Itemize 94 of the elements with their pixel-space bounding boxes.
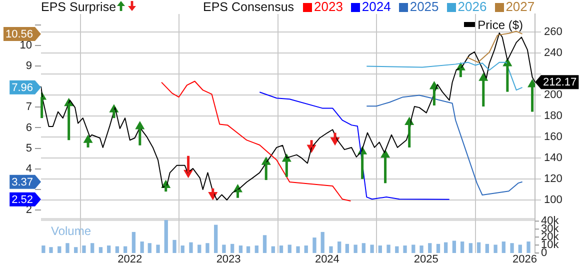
legend-label: 2025 (410, 0, 439, 14)
x-tick-label: 2026 (512, 254, 537, 264)
legend-label: 2023 (314, 0, 343, 14)
bar (140, 242, 144, 253)
y-tick-label: 4 (26, 162, 32, 175)
x-tick-label: 2025 (414, 254, 438, 264)
bar (476, 242, 481, 253)
y-tick-label: 9 (26, 60, 32, 72)
y-tick-label: 10 (20, 40, 32, 52)
annotation: EPS Surprise (41, 0, 118, 14)
bar (180, 246, 184, 253)
bar (494, 244, 498, 253)
bar (271, 246, 275, 253)
annotation: EPS Consensus (203, 0, 294, 14)
bar (238, 246, 243, 253)
bar (452, 240, 456, 253)
bar (345, 244, 350, 253)
bar (354, 244, 358, 253)
bar (230, 244, 234, 253)
y-tick-label: 7 (26, 101, 32, 114)
bar (254, 246, 258, 253)
y2-tick-label: 140 (544, 152, 562, 164)
bar (66, 243, 70, 253)
x-tick-label: 2024 (314, 254, 340, 264)
bar (164, 220, 168, 253)
bar (436, 244, 440, 253)
bar (518, 244, 522, 253)
bar (198, 244, 202, 253)
bar (148, 243, 152, 253)
bar (82, 246, 86, 253)
legend-label: 2024 (362, 0, 391, 14)
series-label: Volume (51, 224, 92, 238)
text: 7.96 (12, 82, 34, 94)
legend-label: 2027 (506, 0, 535, 14)
legend-label: 2026 (458, 0, 487, 14)
bar (279, 246, 284, 253)
y3-tick-label: 0 (541, 247, 548, 260)
bar (98, 247, 103, 253)
bar (262, 235, 267, 253)
bar (502, 242, 506, 253)
bar (49, 247, 53, 253)
bar (329, 246, 333, 253)
bar (370, 244, 374, 253)
y-tick-label: 5 (26, 142, 32, 154)
x-tick-label: 2022 (118, 254, 142, 264)
bar (246, 246, 250, 253)
bar (189, 242, 193, 253)
bar (115, 246, 120, 253)
bar (526, 242, 530, 253)
y2-tick-label: 260 (544, 26, 562, 38)
y2-tick-label: 180 (544, 110, 562, 122)
text: 10.56 (5, 28, 33, 40)
y2-tick-label: 160 (544, 130, 562, 143)
bar (288, 244, 292, 253)
bar (412, 244, 416, 253)
bar (58, 246, 62, 253)
text: 2.52 (12, 194, 34, 206)
bar (107, 246, 111, 253)
y-tick-label: 6 (26, 122, 32, 134)
text: 3.37 (12, 176, 34, 188)
bar (90, 243, 94, 253)
bar (338, 242, 342, 253)
bar (468, 243, 473, 253)
bar (510, 243, 514, 253)
bar (304, 246, 308, 253)
bar (485, 244, 489, 253)
bar (312, 238, 316, 253)
bar (42, 246, 46, 253)
bar (123, 246, 128, 253)
y2-tick-label: 240 (544, 46, 562, 59)
y2-tick-label: 100 (544, 194, 562, 206)
bar (362, 243, 366, 253)
bar (206, 243, 210, 253)
bar (74, 247, 78, 253)
bar (428, 243, 432, 253)
bar (460, 242, 464, 253)
y2-tick-label: 120 (544, 173, 562, 185)
x-tick-label: 2023 (216, 254, 241, 264)
bar (222, 244, 226, 253)
bar (320, 232, 324, 253)
bar (132, 232, 136, 253)
bar (386, 244, 390, 253)
bar (378, 246, 382, 253)
bar (172, 240, 176, 253)
legend-label: Price ($) (478, 18, 523, 32)
bar (395, 246, 399, 253)
bar (420, 246, 424, 253)
bar (403, 246, 407, 253)
data-label: 212.17 (542, 76, 577, 89)
bar (444, 242, 448, 253)
bar (214, 224, 218, 253)
y2-tick-label: 200 (544, 88, 562, 101)
bar (156, 244, 160, 253)
bar (296, 246, 300, 253)
